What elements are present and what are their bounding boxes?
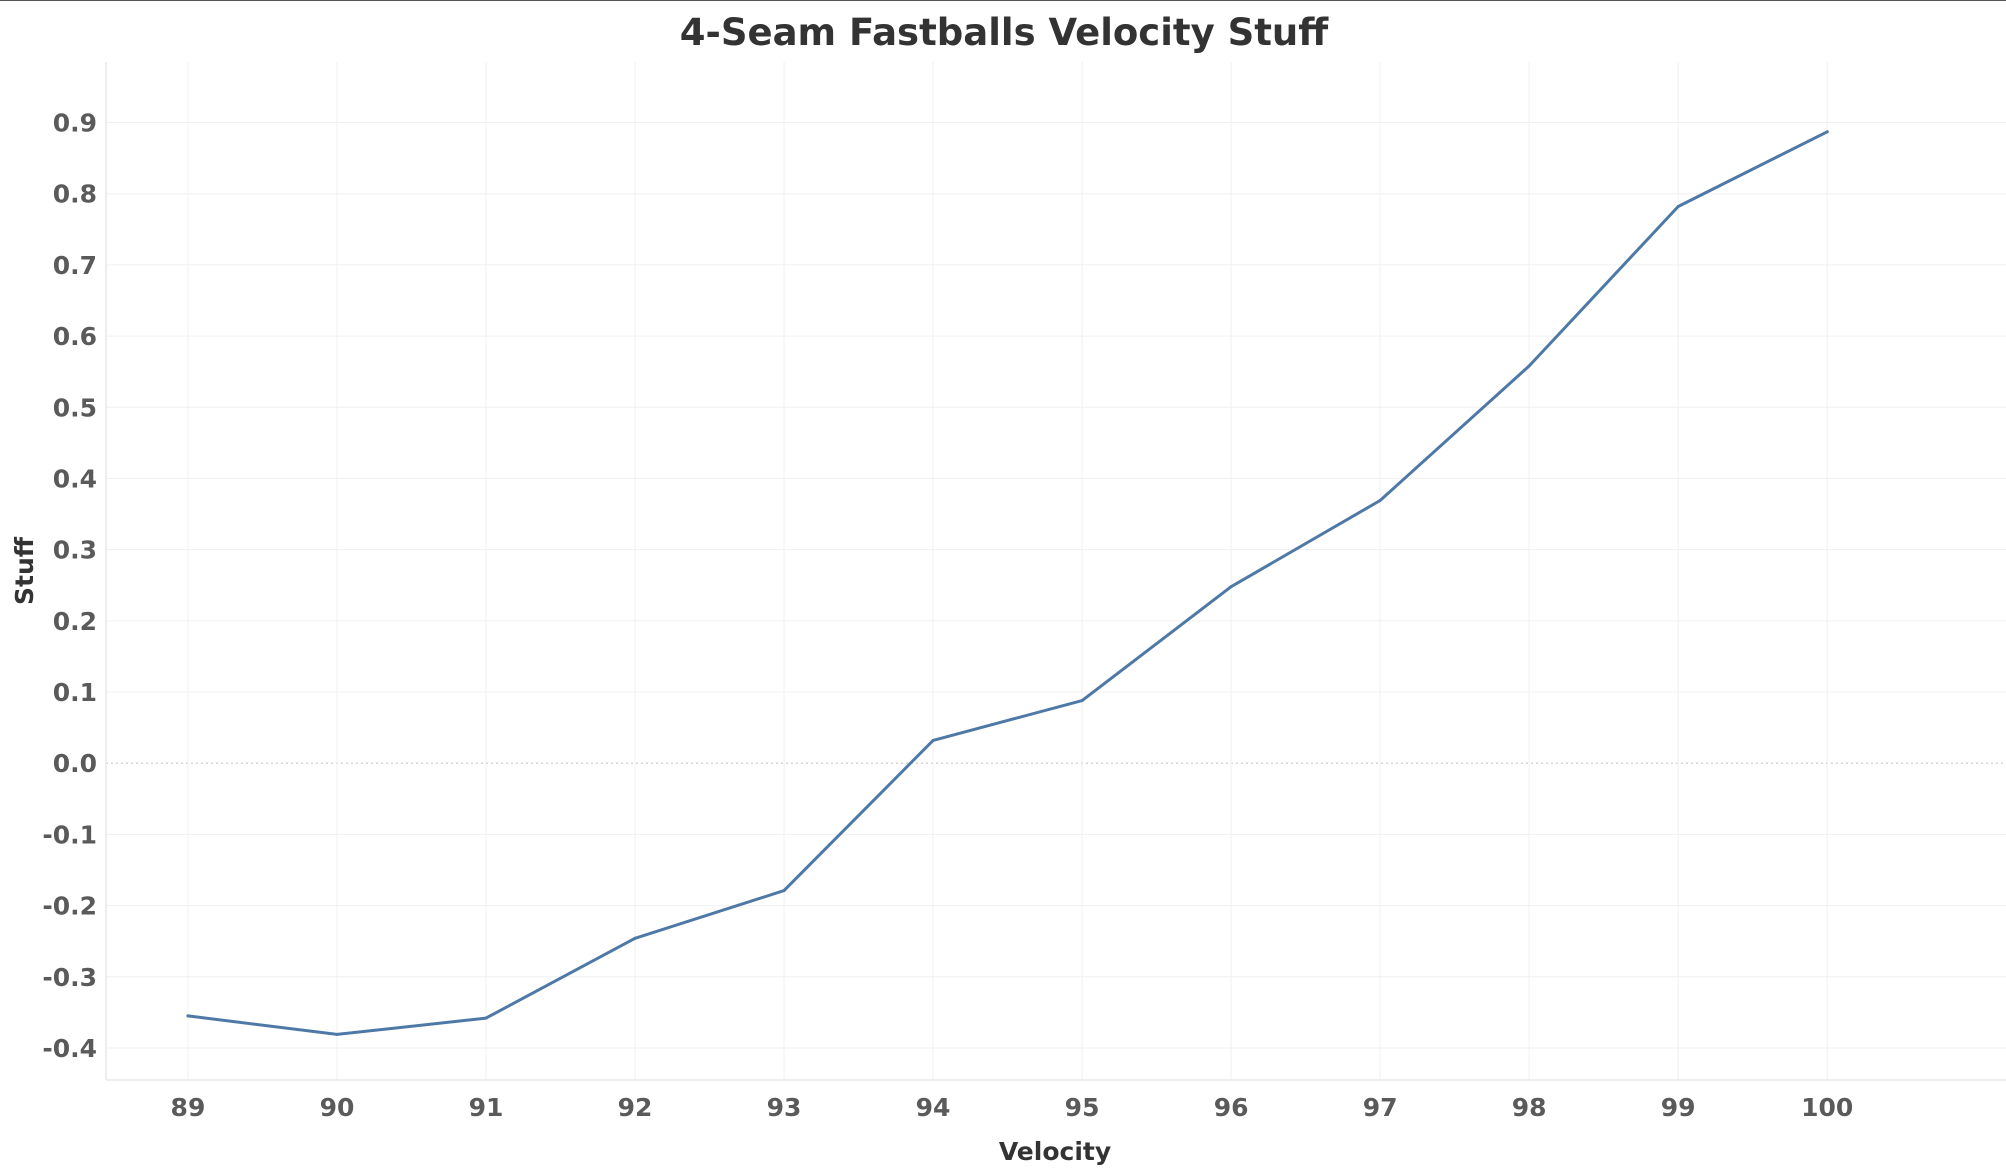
x-tick-labels: 89 90 91 92 93 94 95 96 97 98 99 100 bbox=[171, 1093, 1854, 1122]
y-tick-label: -0.4 bbox=[42, 1034, 97, 1063]
data-point bbox=[484, 1016, 488, 1020]
x-tick-label: 98 bbox=[1512, 1093, 1547, 1122]
y-tick-label: 0.4 bbox=[53, 464, 97, 493]
y-tick-label: 0.6 bbox=[53, 322, 97, 351]
series-layer bbox=[186, 130, 1829, 1036]
x-tick-label: 95 bbox=[1065, 1093, 1100, 1122]
x-tick-label: 94 bbox=[916, 1093, 951, 1122]
grid-lines bbox=[106, 62, 2006, 1080]
data-point bbox=[1080, 699, 1084, 703]
x-tick-label: 91 bbox=[469, 1093, 504, 1122]
x-tick-label: 89 bbox=[171, 1093, 206, 1122]
x-tick-label: 92 bbox=[618, 1093, 653, 1122]
data-point bbox=[1825, 130, 1829, 134]
data-point bbox=[1378, 499, 1382, 503]
data-point bbox=[1527, 364, 1531, 368]
data-point bbox=[1676, 205, 1680, 209]
series-line bbox=[186, 130, 1829, 1036]
data-point bbox=[931, 738, 935, 742]
x-tick-label: 97 bbox=[1363, 1093, 1398, 1122]
x-tick-label: 90 bbox=[320, 1093, 355, 1122]
y-tick-label: 0.8 bbox=[53, 180, 97, 209]
x-tick-label: 100 bbox=[1801, 1093, 1853, 1122]
data-point bbox=[1229, 585, 1233, 589]
y-tick-label: -0.2 bbox=[42, 892, 97, 921]
y-axis-title: Stuff bbox=[10, 536, 39, 605]
y-tick-label: -0.1 bbox=[42, 820, 97, 849]
x-axis-title: Velocity bbox=[999, 1137, 1111, 1166]
data-point bbox=[633, 936, 637, 940]
x-tick-label: 96 bbox=[1214, 1093, 1249, 1122]
y-tick-label: 0.0 bbox=[53, 749, 97, 778]
data-point bbox=[186, 1014, 190, 1018]
y-tick-label: 0.3 bbox=[53, 536, 97, 565]
y-tick-label: 0.1 bbox=[53, 678, 97, 707]
axes bbox=[105, 62, 2006, 1081]
chart-title: 4-Seam Fastballs Velocity Stuff bbox=[680, 11, 1330, 54]
x-tick-label: 99 bbox=[1661, 1093, 1696, 1122]
y-tick-labels: 0.9 0.8 0.7 0.6 0.5 0.4 0.3 0.2 0.1 0.0 -0.1 -0.2 -0… bbox=[42, 109, 97, 1063]
y-tick-label: 0.9 bbox=[53, 109, 97, 138]
data-point bbox=[335, 1032, 339, 1036]
y-tick-label: 0.7 bbox=[53, 251, 97, 280]
top-border bbox=[0, 0, 2006, 1]
y-tick-label: 0.5 bbox=[53, 393, 97, 422]
x-tick-label: 93 bbox=[767, 1093, 802, 1122]
data-point bbox=[782, 889, 786, 893]
y-tick-label: 0.2 bbox=[53, 607, 97, 636]
y-tick-label: -0.3 bbox=[42, 963, 97, 992]
